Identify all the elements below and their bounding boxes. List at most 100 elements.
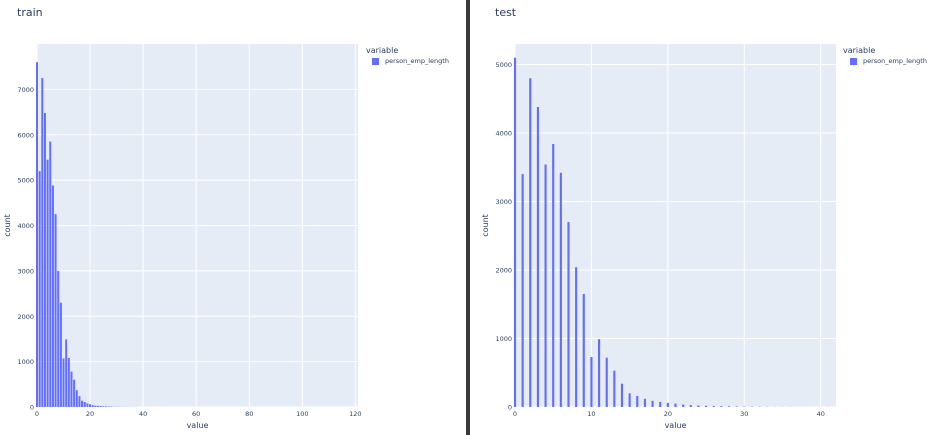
x-tick-label: 60 [192, 410, 200, 418]
legend-label: person_emp_length [385, 57, 449, 65]
x-tick-label: 80 [245, 410, 253, 418]
legend-item[interactable]: person_emp_length [850, 57, 927, 65]
x-tick-label: 30 [740, 410, 748, 418]
bar [86, 403, 89, 407]
panel-divider [466, 0, 470, 435]
bar [674, 403, 677, 407]
y-tick-label: 5000 [17, 177, 34, 185]
y-tick-label: 3000 [17, 267, 34, 275]
bar [94, 405, 97, 407]
legend-swatch-icon [372, 57, 379, 65]
bar [682, 404, 685, 407]
bar [78, 396, 81, 407]
y-tick-label: 0 [30, 404, 34, 412]
chart-title: train [17, 6, 43, 19]
x-tick-label: 0 [35, 410, 39, 418]
bar [51, 185, 54, 407]
bar [46, 159, 49, 407]
legend-label: person_emp_length [863, 57, 927, 65]
y-tick-label: 2000 [495, 267, 512, 275]
bar [73, 379, 76, 407]
y-tick-label: 6000 [17, 131, 34, 139]
bar [102, 406, 105, 407]
x-tick-label: 40 [139, 410, 147, 418]
y-tick-label: 0 [508, 404, 512, 412]
bar [91, 405, 94, 407]
y-tick-label: 7000 [17, 86, 34, 94]
bar [689, 405, 692, 407]
y-tick-label: 4000 [495, 130, 512, 138]
x-tick-label: 100 [296, 410, 308, 418]
x-tick-label: 0 [513, 410, 517, 418]
bar [575, 267, 578, 407]
bar [727, 406, 731, 407]
bar [567, 222, 570, 407]
bar [544, 164, 547, 407]
x-tick-label: 120 [349, 410, 361, 418]
bar [552, 143, 555, 408]
bar [99, 406, 102, 407]
bar [62, 358, 65, 407]
bar [712, 406, 715, 407]
legend-swatch-icon [850, 57, 857, 65]
bar [43, 112, 46, 407]
bar [57, 270, 60, 407]
bar [735, 406, 738, 407]
bar [38, 171, 41, 407]
bar [104, 406, 107, 407]
plot-area [515, 44, 836, 407]
legend-title: variable [843, 46, 876, 55]
bar [613, 370, 616, 407]
bar [559, 172, 562, 407]
bar [54, 214, 57, 407]
bar [598, 339, 601, 407]
bar [620, 383, 624, 407]
bar [89, 404, 92, 407]
bar [59, 302, 62, 407]
x-tick-label: 10 [587, 410, 595, 418]
bar [659, 401, 662, 407]
x-tick-label: 20 [664, 410, 672, 418]
y-tick-label: 3000 [495, 198, 512, 206]
train-chart-panel: train 0 1000 2000 3000 4000 5000 6000 7000 0 20 40… [0, 0, 466, 435]
train-chart: 0 1000 2000 3000 4000 5000 6000 7000 0 20 40 60 80 10… [3, 44, 362, 430]
bar [521, 174, 524, 407]
bar [636, 396, 639, 407]
bar [97, 405, 100, 407]
legend-title: variable [366, 46, 399, 55]
test-chart: 0 1000 2000 3000 4000 5000 0 10 20 30 40 value count [481, 44, 836, 430]
bar [67, 357, 70, 407]
x-tick-label: 40 [817, 410, 825, 418]
bar [651, 400, 654, 407]
bar [70, 371, 73, 407]
bar [605, 357, 608, 407]
y-axis-label: count [3, 214, 12, 237]
x-axis-label: value [187, 421, 209, 430]
bar [697, 405, 700, 407]
bar [720, 406, 723, 407]
legend-item[interactable]: person_emp_length [372, 57, 449, 65]
x-axis-label: value [665, 421, 687, 430]
bar [536, 107, 539, 407]
y-tick-label: 1000 [495, 335, 512, 343]
y-axis-label: count [481, 214, 490, 237]
bar [41, 78, 44, 407]
x-tick-label: 20 [86, 410, 94, 418]
bar [590, 357, 593, 407]
test-chart-panel: test 0 1000 2000 3000 4000 5000 0 10 20 30 40 value… [470, 0, 934, 435]
bar [643, 398, 646, 407]
bar [75, 390, 78, 407]
bar [83, 402, 86, 407]
bar [582, 293, 585, 407]
bar [705, 405, 708, 407]
chart-title: test [495, 6, 517, 19]
bar [529, 78, 532, 407]
y-tick-label: 4000 [17, 222, 34, 230]
y-tick-label: 5000 [495, 61, 512, 69]
bar [628, 393, 631, 407]
bar [36, 62, 38, 408]
bar [81, 400, 84, 407]
bar [49, 141, 52, 407]
y-tick-label: 1000 [17, 358, 34, 366]
y-tick-label: 2000 [17, 313, 34, 321]
